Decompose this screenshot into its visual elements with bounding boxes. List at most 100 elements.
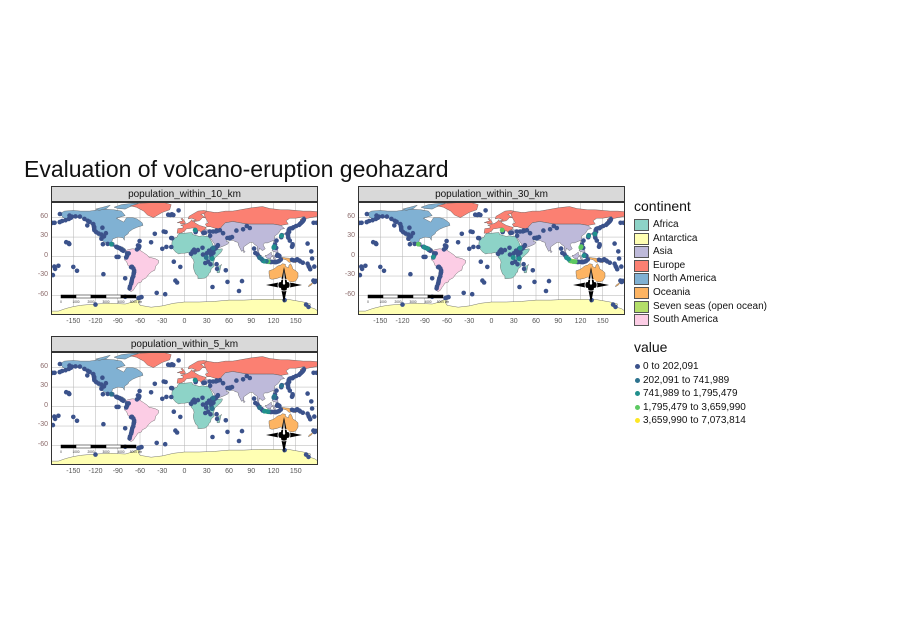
legend-label-continent: Oceania bbox=[653, 287, 691, 298]
volcano-point bbox=[364, 211, 370, 217]
volcano-point-high bbox=[210, 395, 216, 401]
volcano-point bbox=[71, 414, 76, 420]
volcano-point-high bbox=[203, 255, 209, 260]
volcano-point bbox=[100, 225, 105, 230]
legend-key-swatch bbox=[634, 219, 649, 231]
volcano-point bbox=[363, 263, 368, 269]
volcano-point bbox=[71, 264, 76, 270]
continent-asia bbox=[550, 249, 553, 254]
volcano-point bbox=[214, 416, 220, 422]
volcano-point bbox=[429, 276, 435, 281]
volcano-point bbox=[455, 240, 461, 245]
scale-bar-label: 5000 km bbox=[130, 450, 143, 454]
volcano-point bbox=[171, 362, 176, 368]
volcano-point bbox=[229, 234, 235, 240]
x-tick-label: 120 bbox=[267, 468, 280, 475]
x-tick-label: 120 bbox=[267, 318, 280, 325]
x-tick-label: 60 bbox=[532, 318, 540, 325]
volcano-point bbox=[134, 397, 140, 402]
volcano-point bbox=[178, 264, 183, 270]
x-tick-label: -60 bbox=[134, 318, 146, 325]
volcano-point bbox=[423, 254, 428, 260]
volcano-point bbox=[536, 234, 542, 240]
volcano-point bbox=[514, 233, 520, 239]
volcano-point bbox=[412, 241, 417, 247]
x-tick-label: -60 bbox=[441, 318, 453, 325]
volcano-point bbox=[207, 383, 213, 389]
legend-label-value: 0 to 202,091 bbox=[643, 361, 699, 372]
continent-africa bbox=[171, 382, 223, 429]
facet-strip-label: population_within_10_km bbox=[51, 186, 318, 202]
x-tick-label: 150 bbox=[289, 318, 302, 325]
volcano-point bbox=[154, 290, 159, 296]
volcano-point bbox=[174, 430, 180, 435]
map-plot-area[interactable]: 0 1000 2000 3000 4000 5000 km bbox=[358, 202, 625, 315]
map-plot-area[interactable]: 0 1000 2000 3000 4000 5000 km bbox=[51, 202, 318, 315]
volcano-point bbox=[100, 241, 106, 247]
volcano-point bbox=[204, 405, 209, 410]
volcano-point-high bbox=[271, 395, 277, 400]
volcano-point bbox=[164, 394, 169, 400]
continent-africa bbox=[478, 232, 530, 279]
volcano-point bbox=[616, 249, 621, 254]
volcano-point bbox=[56, 413, 61, 419]
volcano-point-high bbox=[570, 259, 576, 264]
volcano-point bbox=[52, 266, 58, 272]
legend-label-continent: North America bbox=[653, 273, 717, 285]
volcano-point bbox=[225, 429, 230, 435]
facet-panel-2: population_within_30_km 0 1000 2000 3000 4000… bbox=[345, 186, 625, 325]
panel-border bbox=[358, 202, 625, 315]
continent-europe bbox=[203, 356, 318, 380]
scale-bar-segment bbox=[60, 294, 77, 299]
volcano-point bbox=[527, 230, 533, 236]
legend-label-continent: Africa bbox=[653, 219, 679, 230]
volcano-point bbox=[251, 246, 257, 251]
volcano-point bbox=[234, 378, 239, 383]
volcano-point bbox=[619, 264, 624, 269]
volcano-point bbox=[223, 418, 229, 423]
y-tick-label: -30 bbox=[37, 421, 48, 429]
volcano-point-high bbox=[416, 241, 421, 247]
volcano-point bbox=[207, 379, 212, 384]
volcano-point bbox=[195, 397, 201, 403]
volcano-point-high bbox=[279, 383, 284, 389]
volcano-point bbox=[57, 211, 63, 217]
volcano-point bbox=[223, 268, 229, 273]
volcano-point bbox=[313, 278, 318, 284]
volcano-point bbox=[121, 248, 126, 254]
volcano-point bbox=[476, 244, 481, 250]
volcano-point bbox=[441, 247, 447, 252]
volcano-point bbox=[515, 262, 520, 267]
volcano-point bbox=[521, 266, 527, 272]
volcano-point bbox=[610, 302, 616, 307]
volcano-point bbox=[478, 259, 484, 264]
scale-bar: 0 1000 2000 3000 4000 5000 km bbox=[60, 294, 142, 304]
volcano-point bbox=[274, 388, 279, 393]
page-title: Evaluation of volcano-eruption geohazard bbox=[24, 156, 449, 182]
volcano-point bbox=[406, 236, 411, 241]
volcano-point bbox=[558, 246, 564, 251]
volcano-point bbox=[164, 244, 169, 250]
volcano-point bbox=[444, 238, 449, 244]
continent-asia bbox=[243, 249, 246, 254]
volcano-point bbox=[278, 407, 284, 412]
volcano-point bbox=[168, 235, 174, 241]
volcano-point bbox=[63, 389, 69, 395]
volcano-point bbox=[101, 421, 106, 427]
volcano-point bbox=[122, 276, 128, 281]
map-plot-area[interactable]: 0 1000 2000 3000 4000 5000 km bbox=[51, 352, 318, 465]
x-tick-label: 60 bbox=[225, 468, 233, 475]
volcano-point bbox=[51, 272, 56, 278]
scale-bar-segment bbox=[105, 444, 122, 449]
volcano-point bbox=[73, 214, 78, 219]
continent-antarctica bbox=[358, 297, 625, 315]
x-tick-label: 90 bbox=[247, 468, 256, 475]
volcano-point bbox=[442, 243, 448, 248]
scale-bar-segment bbox=[75, 444, 92, 449]
volcano-point bbox=[165, 212, 171, 217]
volcano-point bbox=[171, 409, 177, 414]
volcano-point bbox=[101, 271, 106, 277]
volcano-point bbox=[206, 248, 212, 253]
volcano-point bbox=[207, 233, 213, 239]
volcano-point bbox=[312, 264, 317, 269]
